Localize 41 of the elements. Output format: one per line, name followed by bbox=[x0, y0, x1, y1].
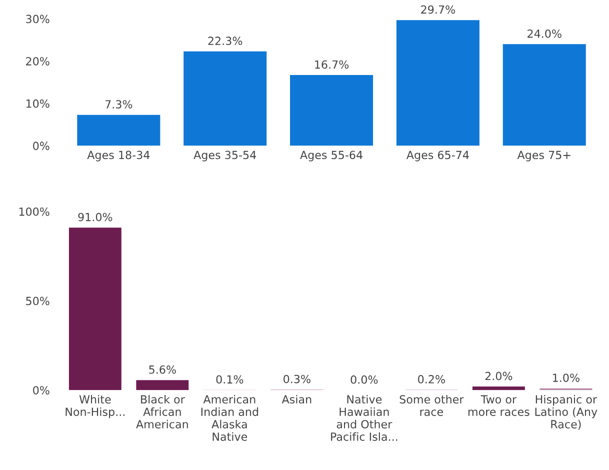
bar bbox=[290, 75, 374, 146]
data-label: 5.6% bbox=[149, 365, 176, 374]
x-tick-label: Some other race bbox=[400, 394, 464, 416]
x-tick-label: Native Hawaiian and Other Pacific Isla... bbox=[331, 394, 398, 441]
x-tick-label: Ages 75+ bbox=[517, 150, 570, 162]
data-label: 16.7% bbox=[315, 60, 349, 69]
bar bbox=[472, 386, 525, 390]
y-tick-label: 10% bbox=[26, 99, 50, 108]
bar bbox=[396, 20, 480, 146]
x-tick-label: White Non-Hisp... bbox=[66, 394, 124, 418]
data-label: 0.1% bbox=[216, 375, 244, 384]
y-tick-label: 0% bbox=[33, 386, 50, 394]
x-tick-label: Ages 18-34 bbox=[87, 150, 150, 162]
y-tick-label: 0% bbox=[33, 142, 50, 150]
bar bbox=[502, 44, 586, 146]
y-tick-label: 100% bbox=[19, 207, 50, 216]
data-label: 0.0% bbox=[350, 375, 378, 384]
x-tick-label: American Indian and Alaska Native bbox=[201, 394, 258, 441]
data-label: 7.3% bbox=[105, 100, 132, 108]
x-tick-label: Ages 35-54 bbox=[194, 150, 256, 162]
data-label: 29.7% bbox=[421, 5, 455, 14]
data-label: 91.0% bbox=[78, 212, 112, 222]
x-tick-label: Hispanic or Latino (Any Race) bbox=[535, 394, 598, 430]
x-tick-label: Black or African American bbox=[136, 394, 188, 428]
bar bbox=[184, 51, 267, 146]
y-tick-label: 20% bbox=[26, 57, 50, 66]
bar bbox=[77, 114, 160, 146]
data-label: 1.0% bbox=[553, 374, 580, 382]
bar bbox=[136, 380, 189, 390]
x-tick-label: Asian bbox=[282, 394, 312, 404]
data-label: 0.2% bbox=[418, 375, 445, 384]
data-label: 0.3% bbox=[284, 374, 310, 384]
bar bbox=[68, 228, 122, 390]
x-tick-label: Two or more races bbox=[468, 395, 530, 416]
data-label: 22.3% bbox=[208, 36, 242, 46]
y-tick-label: 50% bbox=[26, 296, 50, 306]
x-tick-label: Ages 65-74 bbox=[406, 150, 469, 162]
x-tick-label: Ages 55-64 bbox=[300, 150, 362, 162]
data-label: 24.0% bbox=[528, 29, 562, 38]
y-tick-label: 30% bbox=[26, 14, 50, 24]
data-label: 2.0% bbox=[485, 372, 512, 380]
